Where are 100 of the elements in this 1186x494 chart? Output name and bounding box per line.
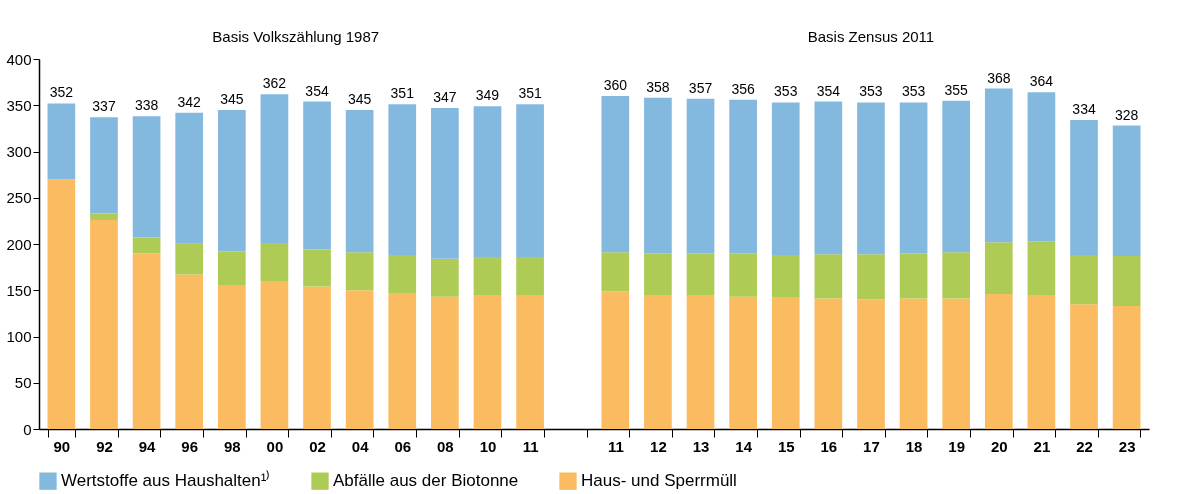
bar xyxy=(132,253,161,429)
x-tick-label: 94 xyxy=(138,437,157,455)
legend-label: Abfälle aus der Biotonne xyxy=(333,471,519,491)
bar xyxy=(771,255,800,298)
bar xyxy=(1027,92,1056,242)
x-tick-label: 14 xyxy=(735,437,753,455)
bar xyxy=(345,109,374,253)
bar xyxy=(644,253,672,295)
bar xyxy=(90,213,118,220)
y-tick-label: 150 xyxy=(6,281,32,299)
bar xyxy=(1070,255,1098,305)
bar xyxy=(644,97,672,254)
bar xyxy=(345,290,374,429)
text: Basis Volkszählung 1987 xyxy=(212,28,380,45)
bar xyxy=(686,253,715,296)
bar xyxy=(303,249,331,287)
bar xyxy=(132,116,161,238)
x-tick-label: 21 xyxy=(1033,437,1051,455)
bar xyxy=(729,253,757,297)
bar xyxy=(771,102,800,256)
bar xyxy=(388,293,417,429)
bar xyxy=(1027,295,1056,429)
bar xyxy=(601,96,630,253)
y-tick-label: 200 xyxy=(6,235,32,253)
bar xyxy=(1070,120,1098,256)
bar xyxy=(686,98,715,254)
bar xyxy=(217,285,246,429)
y-tick-label: 350 xyxy=(6,96,32,114)
total-label: 357 xyxy=(688,79,713,96)
x-tick-label: 19 xyxy=(948,437,966,455)
x-tick-label: 96 xyxy=(181,437,199,455)
x-tick-label: 22 xyxy=(1076,437,1093,455)
bar xyxy=(175,243,204,275)
bar xyxy=(303,101,331,250)
bar xyxy=(857,254,885,300)
bar xyxy=(217,251,246,286)
total-label: 352 xyxy=(49,84,74,101)
y-tick-label: 250 xyxy=(6,189,32,207)
bar xyxy=(431,258,459,297)
bar xyxy=(388,104,417,256)
bar xyxy=(686,295,715,429)
x-tick-label: 23 xyxy=(1118,437,1136,455)
bar xyxy=(942,100,971,253)
bar xyxy=(175,274,204,429)
bar xyxy=(814,101,843,255)
x-tick-label: 20 xyxy=(990,437,1008,455)
y-tick-label: 0 xyxy=(23,420,32,438)
bar xyxy=(1112,125,1141,257)
x-tick-label: 08 xyxy=(437,437,454,455)
bar xyxy=(473,294,502,429)
x-tick-label: 15 xyxy=(777,437,795,455)
bar xyxy=(90,117,118,214)
x-tick-label: 13 xyxy=(692,437,710,455)
bar xyxy=(1112,305,1141,429)
bar xyxy=(899,253,928,299)
bar xyxy=(473,256,502,295)
bar xyxy=(345,252,374,291)
legend-label: Haus- und Sperrmüll xyxy=(581,471,737,491)
total-label: 351 xyxy=(518,85,542,102)
total-label: 349 xyxy=(475,87,500,104)
x-tick-label: 17 xyxy=(863,437,880,455)
x-tick-label: 98 xyxy=(223,437,241,455)
x-tick-label: 11 xyxy=(607,437,624,455)
bar xyxy=(388,255,417,294)
y-tick-label: 300 xyxy=(6,143,32,160)
bar xyxy=(857,102,885,255)
y-tick-label: 50 xyxy=(14,374,32,392)
total-label: 337 xyxy=(92,98,116,115)
x-tick-label: 02 xyxy=(309,437,326,455)
x-tick-label: 18 xyxy=(905,437,923,455)
bar xyxy=(899,102,928,254)
total-label: 362 xyxy=(262,75,287,92)
text: Basis Zensus 2011 xyxy=(807,28,935,45)
legend-label: Wertstoffe aus Haushalten¹⁾ xyxy=(61,470,271,491)
bar xyxy=(984,293,1013,429)
bar xyxy=(431,108,459,259)
bar xyxy=(601,291,630,429)
bar xyxy=(857,299,885,429)
bar xyxy=(942,298,971,429)
bar xyxy=(217,109,246,252)
total-label: 351 xyxy=(390,85,415,102)
y-tick-label: 100 xyxy=(6,328,32,345)
bar xyxy=(175,112,204,244)
bar xyxy=(431,296,459,429)
total-label: 345 xyxy=(347,90,372,107)
total-label: 354 xyxy=(816,82,841,99)
bar xyxy=(771,297,800,429)
bar xyxy=(303,286,331,429)
bar xyxy=(899,298,928,429)
total-label: 347 xyxy=(433,89,457,106)
bar xyxy=(516,295,544,429)
x-tick-label: 92 xyxy=(96,437,113,455)
bar xyxy=(516,104,544,257)
x-tick-label: 04 xyxy=(351,437,370,455)
total-label: 353 xyxy=(901,83,926,100)
bar xyxy=(984,88,1013,243)
bar xyxy=(1027,241,1056,296)
total-label: 353 xyxy=(774,83,798,100)
total-label: 358 xyxy=(646,78,670,95)
x-tick-label: 06 xyxy=(394,437,412,455)
